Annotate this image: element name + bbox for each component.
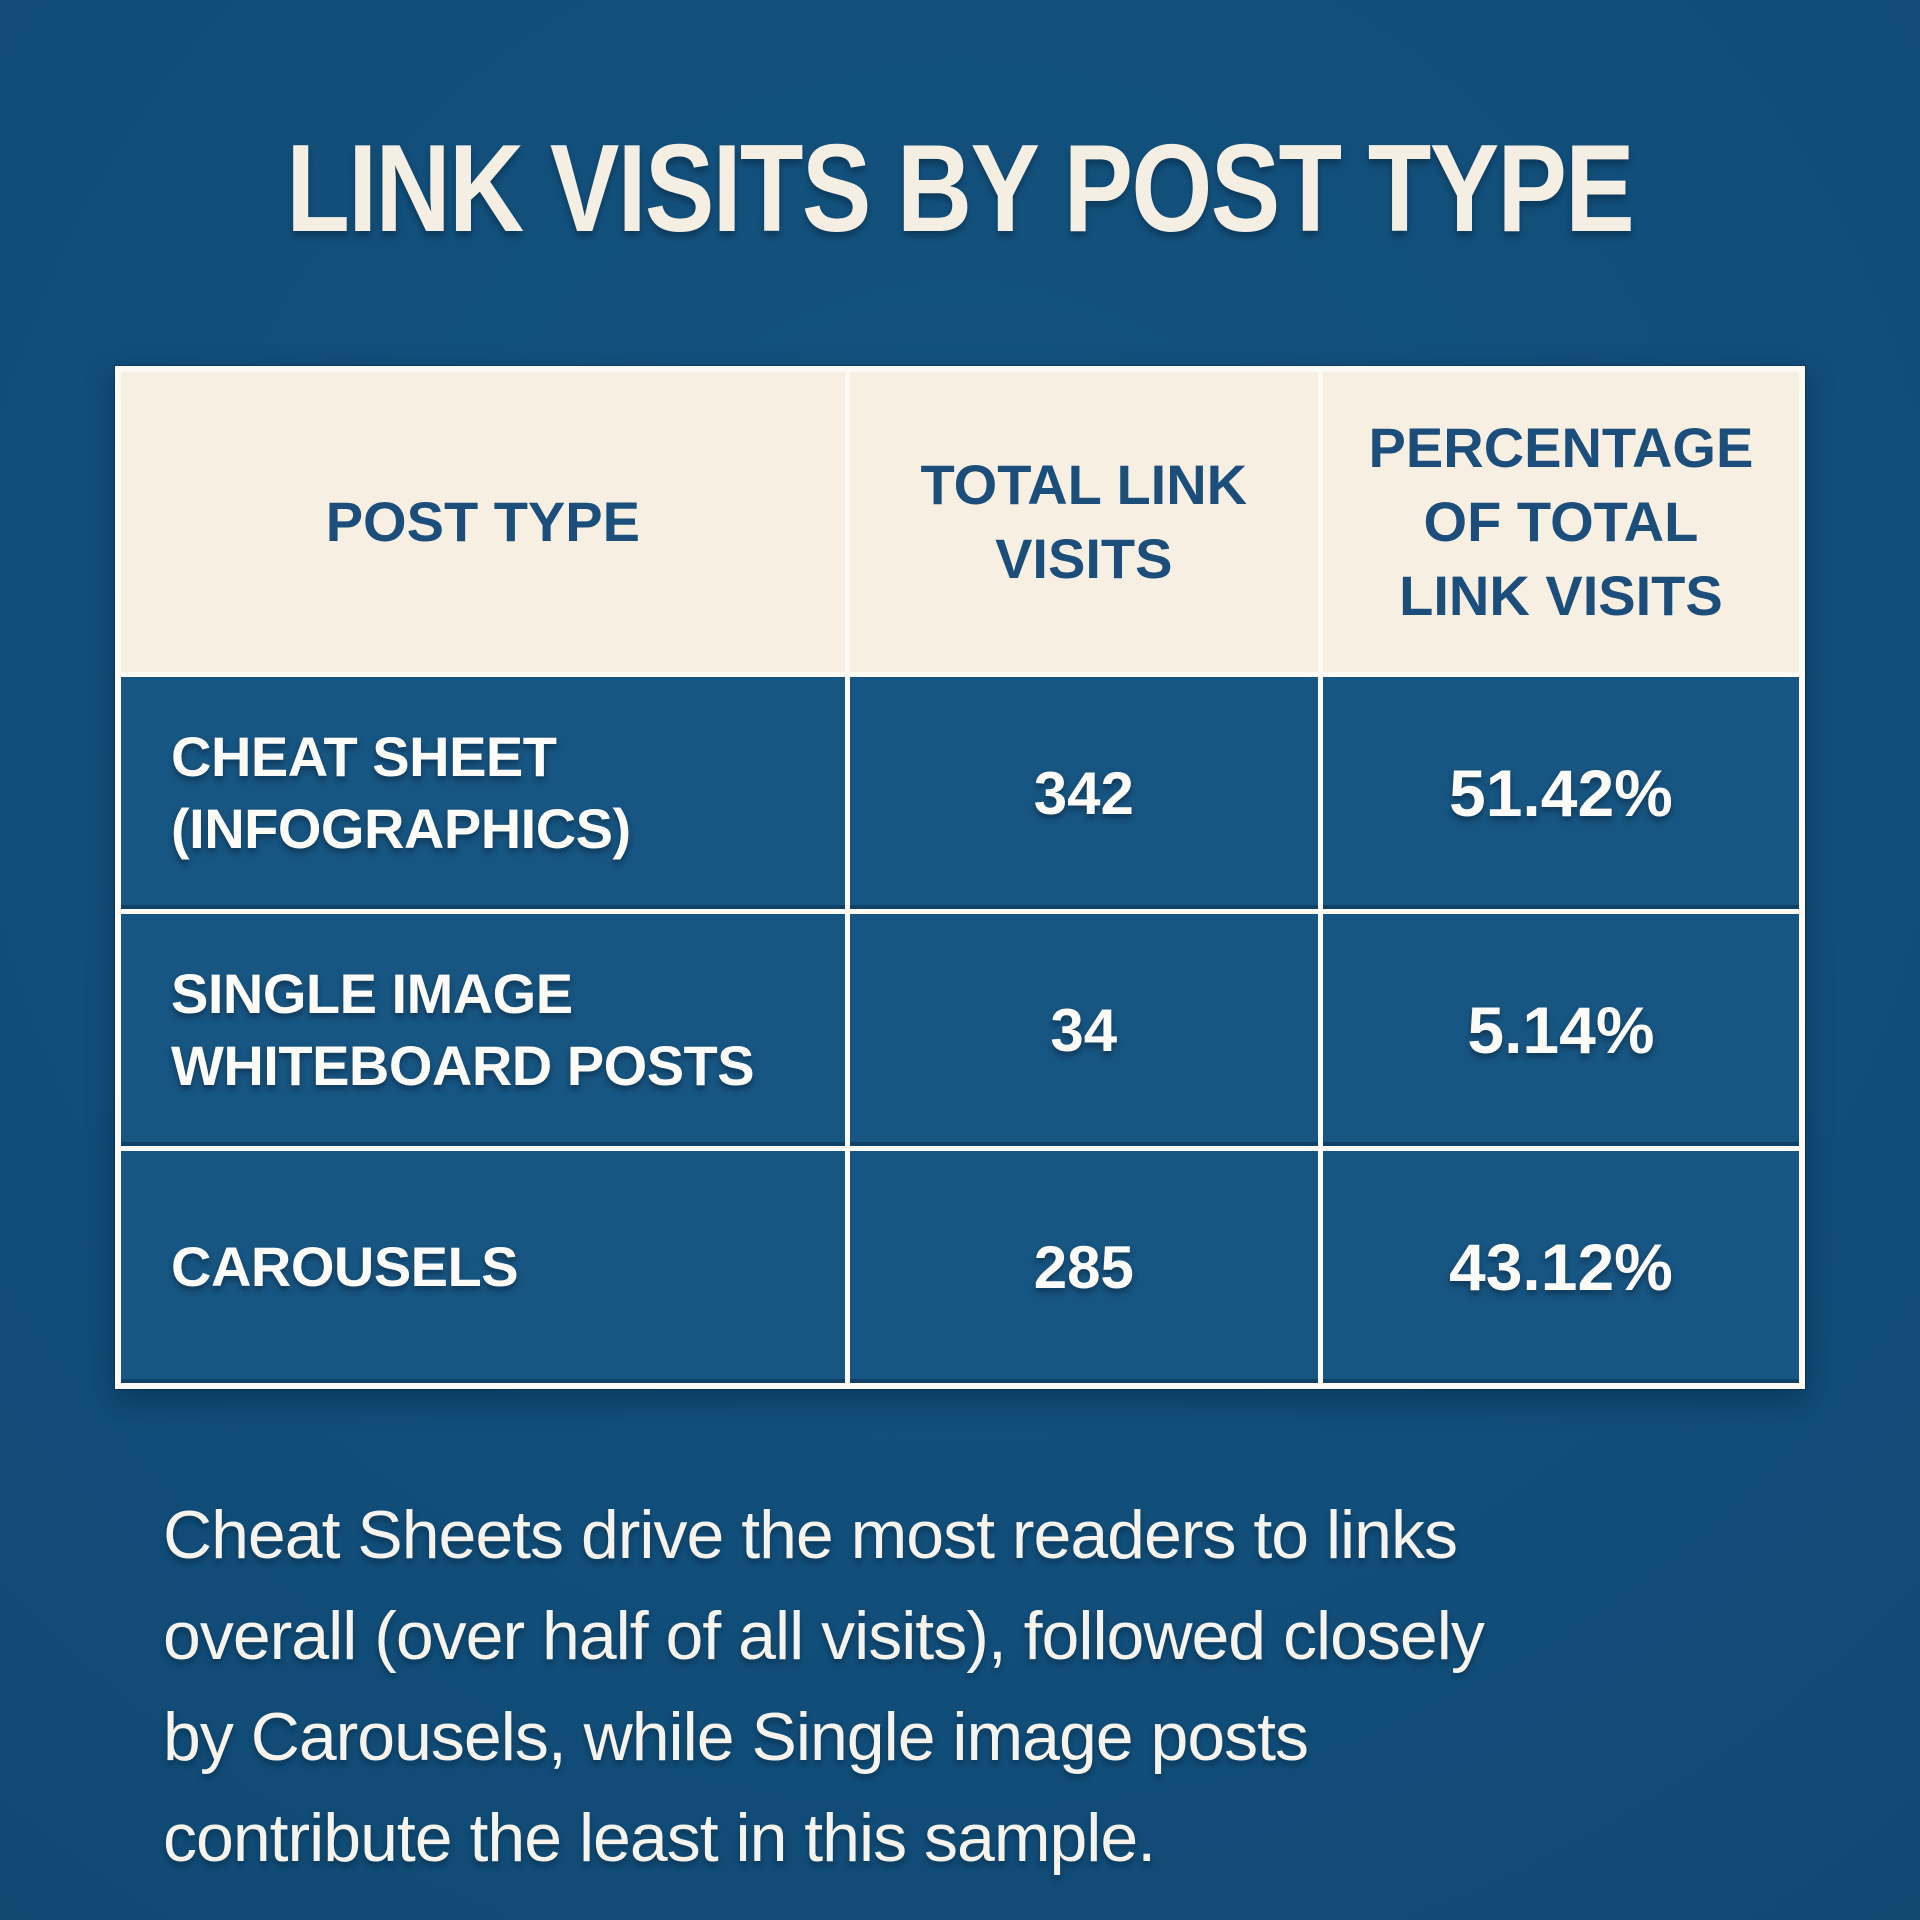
- table-header-row: POST TYPE TOTAL LINK VISITS PERCENTAGE O…: [115, 366, 1805, 677]
- table-row-carousels: CAROUSELS 285 43.12%: [115, 1146, 1805, 1389]
- column-header-post-type: POST TYPE: [115, 366, 850, 677]
- table-header: POST TYPE TOTAL LINK VISITS PERCENTAGE O…: [115, 366, 1805, 677]
- page-title-text: LINK VISITS BY POST TYPE: [286, 120, 1636, 258]
- summary-line: overall (over half of all visits), follo…: [163, 1598, 1485, 1674]
- cell-percentage: 5.14%: [1317, 909, 1805, 1151]
- cell-percentage: 43.12%: [1317, 1146, 1805, 1389]
- cell-post-type: CAROUSELS: [115, 1146, 850, 1389]
- summary-line: contribute the least in this sample.: [163, 1800, 1156, 1876]
- page-title: LINK VISITS BY POST TYPE: [0, 0, 1920, 260]
- cell-total-link-visits: 34: [844, 909, 1323, 1151]
- summary-paragraph: Cheat Sheets drive the most readers to l…: [163, 1485, 1920, 1889]
- summary-line: Cheat Sheets drive the most readers to l…: [163, 1497, 1458, 1573]
- cell-total-link-visits: 342: [844, 672, 1323, 914]
- cell-post-type: SINGLE IMAGE WHITEBOARD POSTS: [115, 909, 850, 1151]
- cell-total-link-visits: 285: [844, 1146, 1323, 1389]
- table-row-single-image: SINGLE IMAGE WHITEBOARD POSTS 34 5.14%: [115, 909, 1805, 1151]
- cell-post-type: CHEAT SHEET (INFOGRAPHICS): [115, 672, 850, 914]
- summary-line: by Carousels, while Single image posts: [163, 1699, 1309, 1775]
- link-visits-table: POST TYPE TOTAL LINK VISITS PERCENTAGE O…: [115, 366, 1805, 1389]
- column-header-total-link-visits: TOTAL LINK VISITS: [844, 366, 1323, 677]
- cell-percentage: 51.42%: [1317, 672, 1805, 914]
- table-row-cheat-sheet: CHEAT SHEET (INFOGRAPHICS) 342 51.42%: [115, 672, 1805, 914]
- table-body: CHEAT SHEET (INFOGRAPHICS) 342 51.42% SI…: [115, 672, 1805, 1389]
- column-header-percentage-of-total: PERCENTAGE OF TOTAL LINK VISITS: [1317, 366, 1805, 677]
